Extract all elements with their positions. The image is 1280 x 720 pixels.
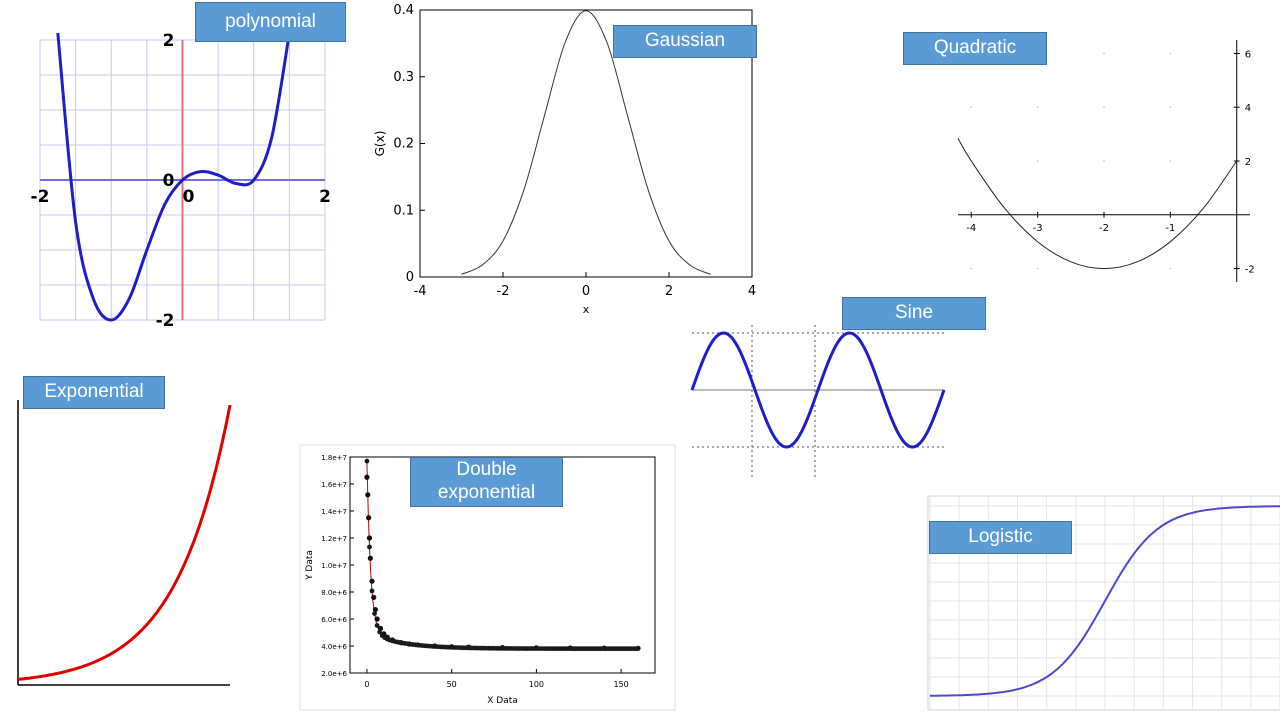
data-point — [633, 646, 639, 652]
data-point — [366, 535, 373, 541]
grid-dot — [1169, 106, 1172, 109]
x-tick-label: -1 — [1165, 223, 1175, 234]
grid-dot — [1103, 160, 1105, 162]
gaussian-chart: -4 -2 0 2 4 0 0.1 0.2 0.3 0.4 x G(x) — [370, 0, 770, 320]
grid-dot — [1103, 52, 1105, 55]
y-tick-label: 8.0e+6 — [321, 589, 347, 597]
exponential-plot — [17, 400, 232, 686]
data-point — [371, 594, 377, 600]
grid-dot — [1169, 52, 1172, 55]
data-point — [377, 629, 383, 635]
x-tick-label: -2 — [31, 187, 50, 207]
data-point — [369, 578, 375, 584]
y-tick-label: 0.3 — [393, 70, 414, 85]
x-tick-label: 50 — [447, 680, 457, 689]
quadratic-plot: -4 -3 -2 -1 6 4 2 -2 — [957, 40, 1255, 282]
quadratic-curve — [957, 138, 1238, 270]
y-tick-label: 2 — [1245, 157, 1251, 168]
x-tick-label: 2 — [319, 187, 331, 207]
data-point — [372, 611, 377, 616]
y-tick-label: 4 — [1245, 103, 1251, 114]
data-point — [372, 606, 379, 613]
polynomial-plot: -2 0 2 2 0 -2 — [31, 31, 331, 331]
x-tick-label: -3 — [1033, 223, 1043, 234]
gaussian-plot: -4 -2 0 2 4 0 0.1 0.2 0.3 0.4 x G(x) — [373, 3, 756, 316]
x-tick-label: -4 — [414, 284, 427, 299]
grid-dot — [1036, 160, 1039, 162]
data-point — [366, 515, 372, 521]
x-tick-label: 0 — [183, 187, 195, 207]
grid-dot — [970, 267, 973, 270]
y-tick-label: 4.0e+6 — [321, 643, 347, 651]
gaussian-curve — [461, 10, 711, 275]
x-tick-label: 0 — [582, 284, 590, 299]
y-tick-label: 0.4 — [393, 3, 414, 18]
grid-dot — [1103, 106, 1105, 109]
y-axis-label: G(x) — [373, 131, 387, 157]
y-tick-label: 6.0e+6 — [321, 616, 347, 624]
data-point — [364, 458, 370, 464]
y-tick-label: 2.0e+6 — [321, 670, 347, 678]
data-point — [367, 544, 372, 550]
grid-dot — [1169, 160, 1172, 162]
data-point — [374, 616, 380, 622]
quadratic-chart: -4 -3 -2 -1 6 4 2 -2 — [950, 30, 1260, 292]
polynomial-curve — [56, 32, 291, 322]
x-tick-label: 2 — [665, 284, 673, 299]
gaussian-label: Gaussian — [613, 25, 757, 58]
grid-dot — [1036, 106, 1039, 109]
data-point — [369, 588, 375, 594]
sine-chart — [688, 325, 950, 480]
x-tick-label: 0 — [364, 680, 369, 689]
grid-dot — [970, 106, 973, 109]
x-axis-label: x — [583, 303, 590, 316]
exponential-curve — [17, 404, 232, 681]
y-tick-label: -2 — [1245, 265, 1255, 276]
y-tick-label: 2 — [163, 31, 175, 51]
sine-curve — [690, 331, 946, 449]
x-tick-label: 100 — [529, 680, 544, 689]
exponential-chart — [8, 395, 238, 700]
x-tick-label: 150 — [613, 680, 628, 689]
y-tick-label: 0.2 — [393, 137, 414, 152]
x-tick-label: -2 — [1099, 223, 1109, 234]
y-tick-label: 0.1 — [393, 203, 414, 218]
logistic-label: Logistic — [929, 521, 1072, 554]
data-point — [374, 623, 380, 628]
grid-dot — [1036, 267, 1039, 270]
grid-dot — [1169, 267, 1172, 270]
x-tick-label: -2 — [497, 284, 510, 299]
y-tick-label: 1.6e+7 — [321, 481, 347, 489]
x-tick-label: -4 — [966, 223, 976, 234]
y-tick-label: 1.2e+7 — [321, 535, 347, 543]
y-axis-label: Y Data — [305, 550, 315, 581]
sine-plot — [690, 325, 946, 477]
y-tick-label: 1.4e+7 — [321, 508, 347, 516]
sine-label: Sine — [842, 297, 986, 330]
data-point — [364, 474, 370, 480]
data-point — [367, 555, 373, 561]
quadratic-label: Quadratic — [903, 32, 1047, 65]
data-point — [365, 492, 371, 498]
polynomial-label: polynomial — [195, 2, 346, 42]
exponential-label: Exponential — [23, 376, 165, 409]
y-tick-label: 1.0e+7 — [321, 562, 347, 570]
y-tick-label: 6 — [1245, 49, 1251, 60]
y-tick-label: 0 — [163, 171, 175, 191]
x-tick-label: 4 — [748, 284, 756, 299]
y-tick-label: -2 — [156, 311, 175, 331]
polynomial-chart: -2 0 2 2 0 -2 — [30, 30, 340, 331]
y-tick-label: 1.8e+7 — [321, 454, 347, 462]
x-axis-label: X Data — [487, 696, 518, 706]
logistic-curve — [930, 505, 1280, 697]
y-tick-label: 0 — [406, 270, 414, 285]
double-exponential-label: Double exponential — [410, 457, 563, 507]
